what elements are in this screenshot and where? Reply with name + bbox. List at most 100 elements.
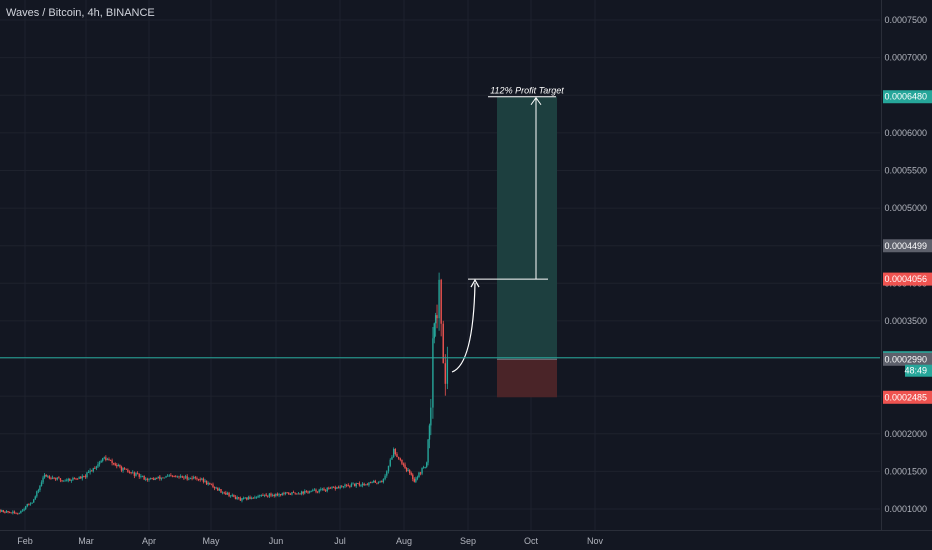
candle — [283, 491, 285, 496]
candle — [262, 493, 264, 497]
candle — [399, 457, 401, 462]
candle — [336, 486, 338, 489]
time-axis[interactable]: Feb Mar Apr May Jun Jul Aug Sep Oct Nov — [0, 530, 932, 550]
candle — [286, 492, 288, 494]
candle — [308, 490, 311, 494]
candle — [173, 475, 175, 478]
candle — [122, 467, 124, 473]
candle — [289, 492, 292, 495]
time-tick-label: Feb — [17, 536, 33, 546]
candle — [321, 487, 324, 491]
candle — [284, 491, 287, 496]
candle — [228, 491, 230, 498]
candle — [39, 484, 41, 493]
candle — [157, 476, 159, 479]
profit-zone[interactable] — [497, 96, 557, 360]
time-tick-label: May — [202, 536, 220, 546]
candle — [416, 475, 419, 481]
candle — [318, 488, 320, 494]
candle — [159, 474, 161, 481]
candle — [332, 486, 335, 488]
candle — [265, 492, 267, 497]
candle — [368, 482, 370, 487]
candle — [37, 488, 40, 494]
price-tick-label: 0.0006000 — [884, 128, 927, 138]
candle — [90, 469, 93, 472]
price-tag: 0.0004499 — [883, 239, 932, 253]
candle — [220, 489, 222, 493]
candle — [342, 486, 345, 489]
candle — [233, 494, 235, 498]
candle — [36, 490, 38, 498]
candle — [392, 447, 395, 458]
candle — [34, 495, 36, 500]
candle — [116, 463, 118, 469]
candle — [234, 495, 237, 500]
candle — [119, 464, 121, 469]
stop-loss-zone[interactable] — [497, 359, 557, 398]
candle — [156, 477, 158, 480]
candle — [24, 505, 27, 511]
time-tick-label: Apr — [142, 536, 156, 546]
candle — [358, 481, 361, 487]
candle — [444, 354, 446, 396]
candle — [366, 482, 369, 486]
candle — [151, 477, 153, 480]
candle — [154, 477, 156, 481]
candle — [204, 478, 206, 483]
price-tag: 0.0004056 — [883, 272, 932, 286]
candle — [433, 322, 435, 344]
candle — [188, 477, 190, 481]
candle — [45, 474, 47, 478]
candle — [2, 509, 5, 513]
time-tick-label: Oct — [524, 536, 539, 546]
candle — [324, 489, 327, 493]
candle — [323, 487, 325, 491]
candle — [184, 474, 187, 479]
candle — [117, 463, 120, 467]
candle — [145, 477, 147, 482]
candle — [345, 484, 348, 488]
projection-arrow[interactable] — [451, 283, 476, 373]
candle — [178, 475, 180, 479]
candle — [446, 346, 449, 390]
candle — [183, 475, 185, 480]
candle — [246, 497, 248, 501]
candle — [42, 475, 44, 485]
candle — [229, 495, 232, 498]
candle — [51, 475, 54, 480]
candle — [421, 467, 423, 476]
price-tick-label: 0.0005000 — [884, 203, 927, 213]
candle — [255, 496, 258, 499]
candle — [374, 479, 377, 483]
candle — [316, 491, 319, 494]
candle — [384, 473, 386, 481]
candle — [78, 476, 80, 479]
price-tick-label: 0.0002000 — [884, 429, 927, 439]
candle — [344, 483, 346, 489]
candle — [415, 476, 417, 483]
candle — [140, 474, 142, 479]
price-axis[interactable]: 0.00010000.00015000.00020000.00025000.00… — [881, 0, 932, 550]
candle — [43, 473, 46, 479]
candle — [236, 495, 238, 501]
candle — [15, 512, 17, 515]
candle — [212, 482, 214, 489]
candle — [59, 477, 62, 483]
candle — [339, 485, 341, 490]
candle — [210, 483, 213, 486]
svg-text:0.0006480: 0.0006480 — [884, 92, 927, 102]
candle — [288, 492, 290, 495]
candle — [363, 482, 365, 486]
candle — [279, 494, 282, 497]
candle — [98, 460, 101, 467]
candle — [75, 477, 77, 480]
candle — [440, 278, 442, 337]
candle — [405, 467, 408, 473]
price-tick-label: 0.0005500 — [884, 165, 927, 175]
candle — [391, 455, 393, 460]
candle — [69, 478, 71, 482]
candle — [410, 471, 412, 476]
candle — [108, 457, 110, 461]
